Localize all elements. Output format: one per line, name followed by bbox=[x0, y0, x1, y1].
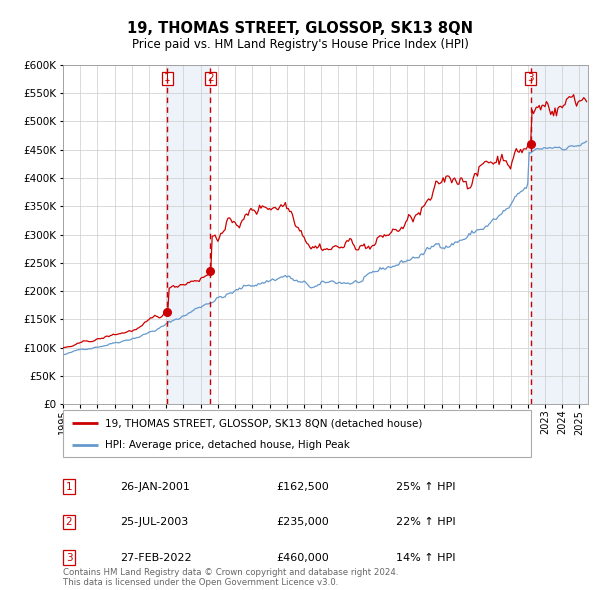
Text: 2: 2 bbox=[207, 73, 214, 83]
Text: 1: 1 bbox=[164, 73, 171, 83]
Text: 19, THOMAS STREET, GLOSSOP, SK13 8QN (detached house): 19, THOMAS STREET, GLOSSOP, SK13 8QN (de… bbox=[105, 418, 422, 428]
Text: 1: 1 bbox=[65, 482, 73, 491]
Text: HPI: Average price, detached house, High Peak: HPI: Average price, detached house, High… bbox=[105, 440, 350, 450]
Text: 27-FEB-2022: 27-FEB-2022 bbox=[120, 553, 191, 562]
Text: £162,500: £162,500 bbox=[276, 482, 329, 491]
Bar bbox=[167, 65, 211, 404]
Text: 19, THOMAS STREET, GLOSSOP, SK13 8QN: 19, THOMAS STREET, GLOSSOP, SK13 8QN bbox=[127, 21, 473, 35]
Text: 22% ↑ HPI: 22% ↑ HPI bbox=[396, 517, 455, 527]
Text: 14% ↑ HPI: 14% ↑ HPI bbox=[396, 553, 455, 562]
Text: Price paid vs. HM Land Registry's House Price Index (HPI): Price paid vs. HM Land Registry's House … bbox=[131, 38, 469, 51]
Text: Contains HM Land Registry data © Crown copyright and database right 2024.: Contains HM Land Registry data © Crown c… bbox=[63, 568, 398, 577]
Text: £460,000: £460,000 bbox=[276, 553, 329, 562]
Text: 3: 3 bbox=[65, 553, 73, 562]
Text: This data is licensed under the Open Government Licence v3.0.: This data is licensed under the Open Gov… bbox=[63, 578, 338, 587]
Text: £235,000: £235,000 bbox=[276, 517, 329, 527]
Text: 25-JUL-2003: 25-JUL-2003 bbox=[120, 517, 188, 527]
Text: 26-JAN-2001: 26-JAN-2001 bbox=[120, 482, 190, 491]
Text: 3: 3 bbox=[527, 73, 534, 83]
Bar bbox=[530, 65, 588, 404]
Text: 2: 2 bbox=[65, 517, 73, 527]
FancyBboxPatch shape bbox=[63, 410, 531, 457]
Text: 25% ↑ HPI: 25% ↑ HPI bbox=[396, 482, 455, 491]
